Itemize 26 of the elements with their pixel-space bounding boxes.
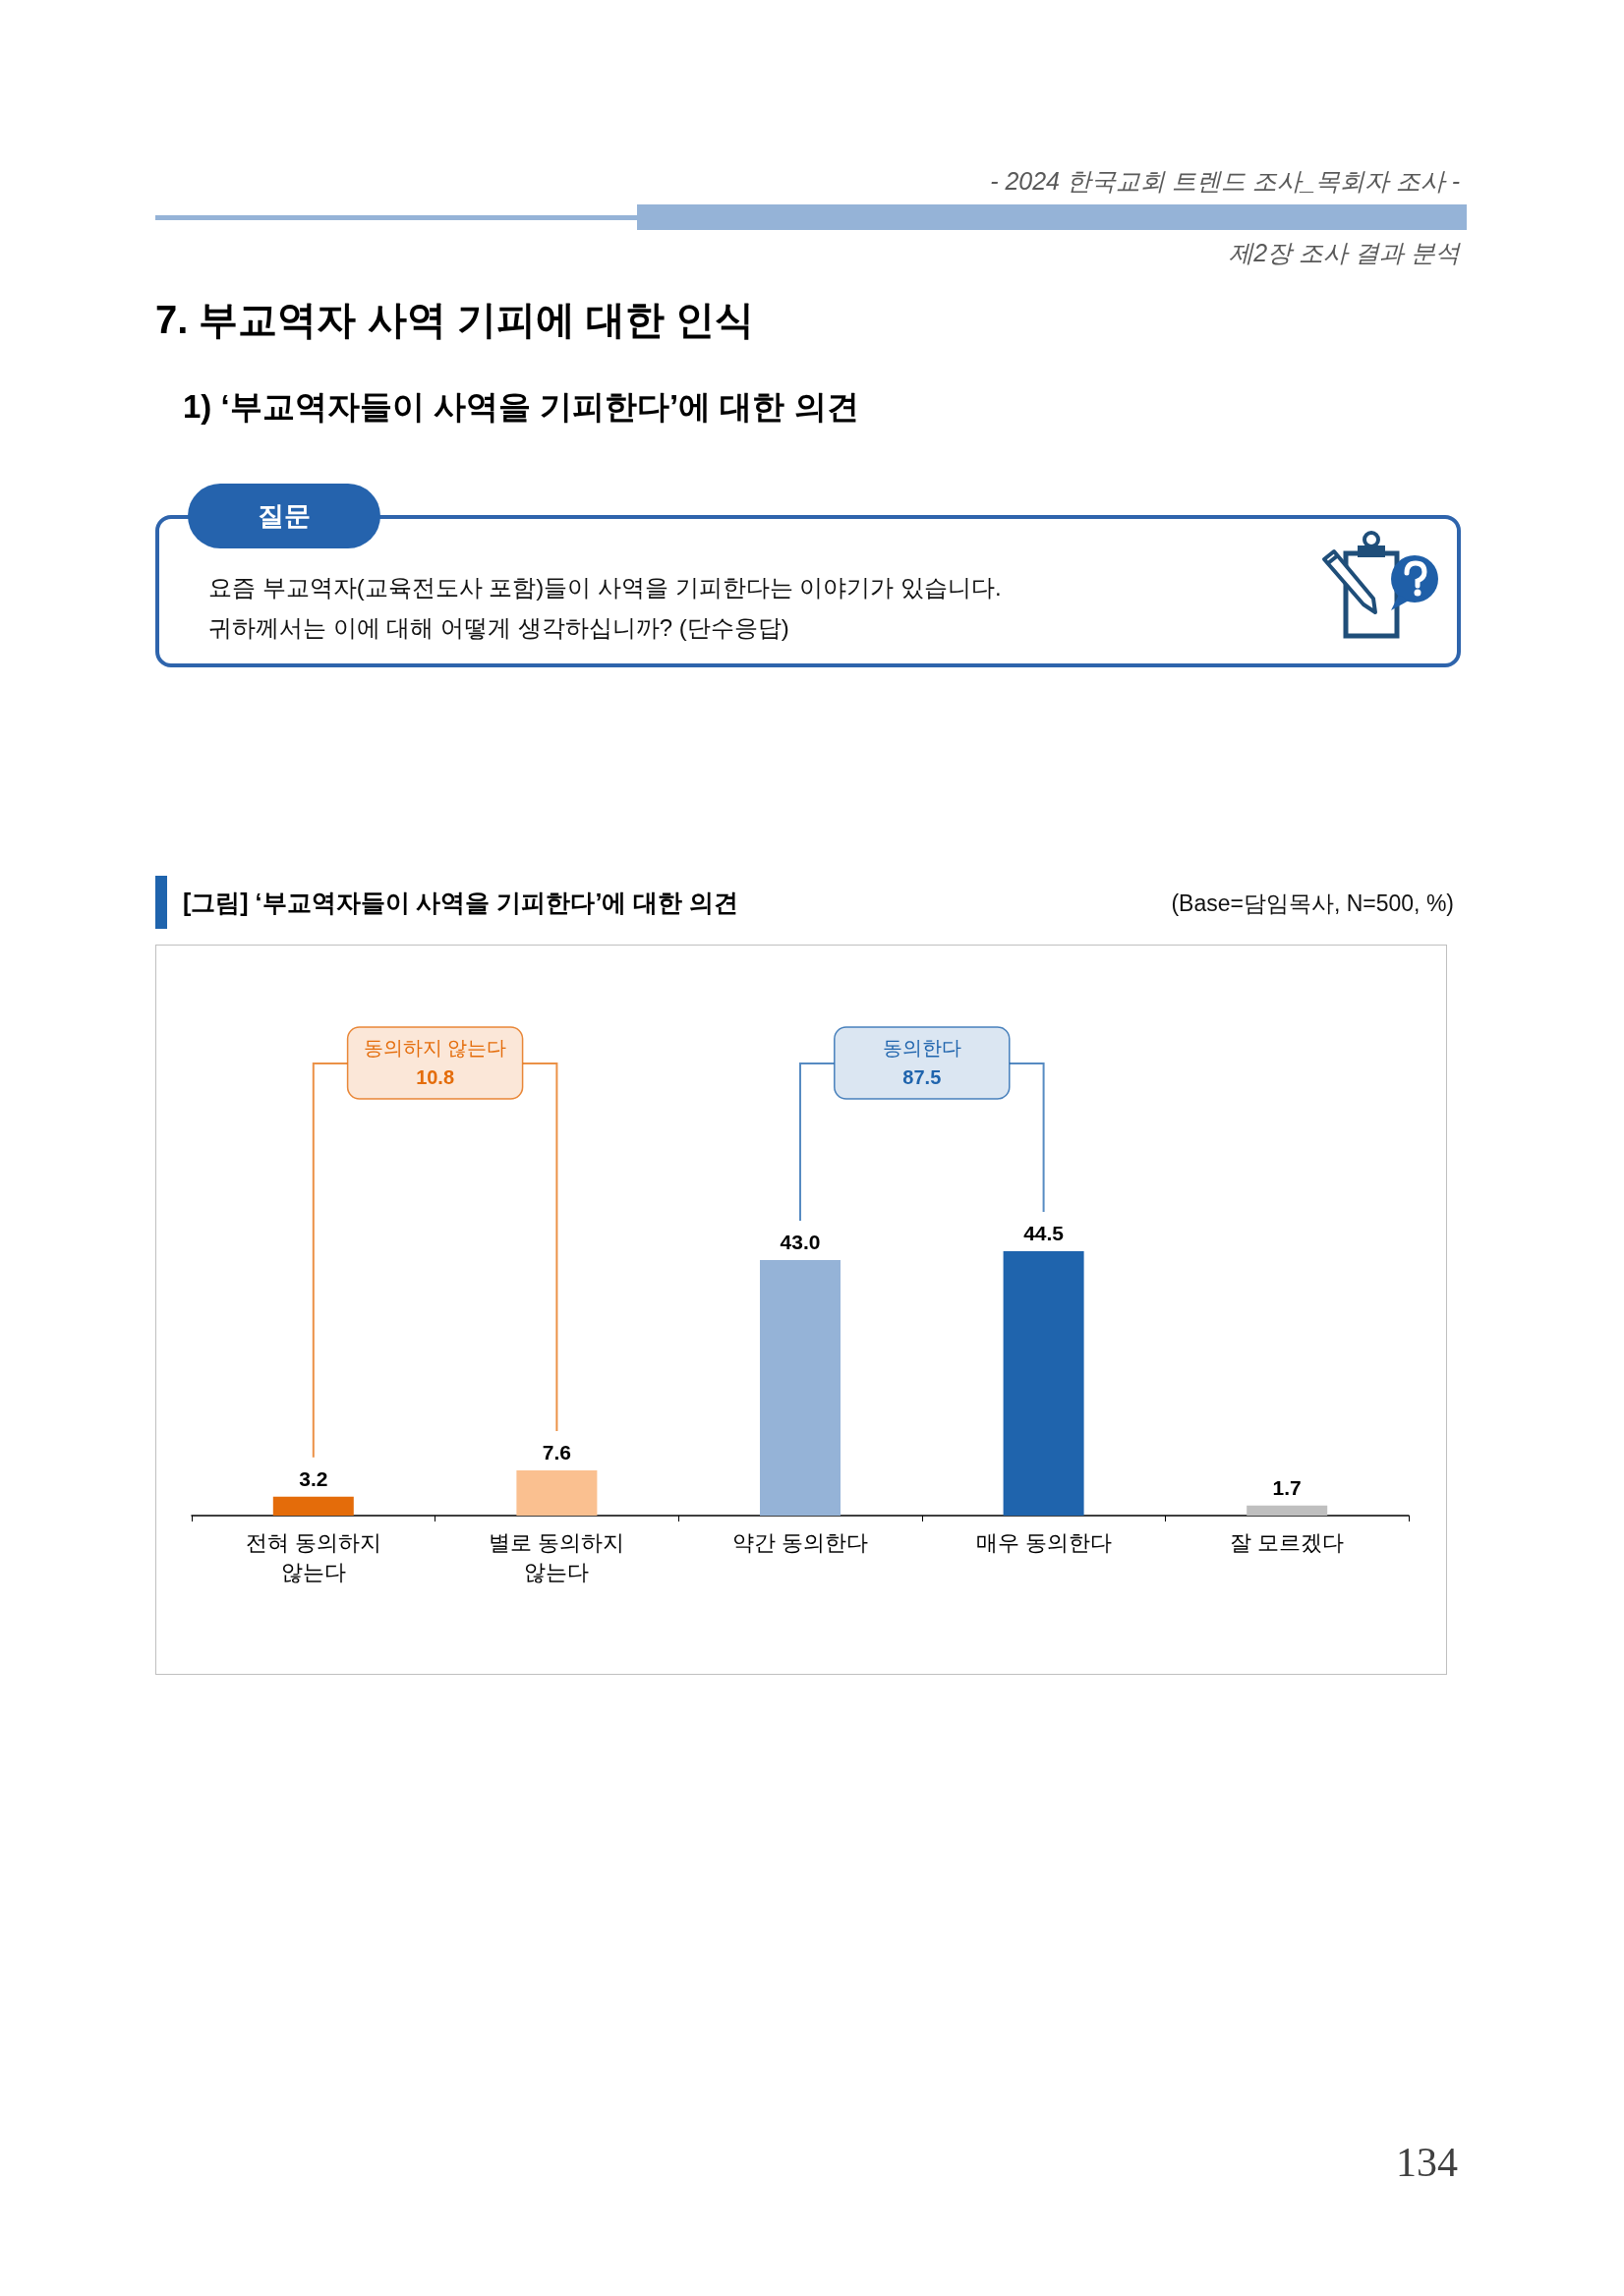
bar xyxy=(272,1496,354,1516)
text: 요즘 부교역자(교육전도사 포함)들이 사역을 기피한다는 이야기가 있습니다. xyxy=(208,573,1002,603)
text: 134 xyxy=(1396,2139,1458,2186)
bar xyxy=(1247,1505,1328,1516)
x-tick-label: 약간 동의한다 xyxy=(731,1529,869,1555)
data-label: 44.5 xyxy=(1023,1221,1065,1244)
x-tick-label: 별로 동의하지 않는다 xyxy=(489,1529,625,1584)
text: 7. 부교역자 사역 기피에 대한 인식 xyxy=(155,297,754,343)
x-tick-label: 매우 동의한다 xyxy=(975,1529,1112,1555)
x-tick-label: 전혀 동의하지 않는다 xyxy=(245,1529,381,1584)
text: 1) ‘부교역자들이 사역을 기피한다’에 대한 의견 xyxy=(183,387,859,427)
text: 동의한다 87.5 xyxy=(882,1037,961,1088)
bar xyxy=(1003,1250,1084,1516)
text: 동의하지 않는다 10.8 xyxy=(363,1037,507,1088)
chart-title: [그림] ‘부교역자들이 사역을 기피한다’에 대한 의견 xyxy=(183,888,739,918)
bar xyxy=(516,1470,598,1516)
text: 귀하께서는 이에 대해 어떻게 생각하십니까? (단수응답) xyxy=(208,613,789,643)
x-tick-label: 잘 모르겠다 xyxy=(1230,1529,1345,1555)
chart-subtitle: (Base=담임목사, N=500, %) xyxy=(1171,890,1454,918)
bar xyxy=(760,1259,841,1516)
data-label: 3.2 xyxy=(299,1466,328,1490)
data-label: 1.7 xyxy=(1272,1475,1302,1499)
text: 제2장 조사 결과 분석 xyxy=(1229,238,1460,268)
data-label: 43.0 xyxy=(780,1230,821,1253)
data-label: 7.6 xyxy=(542,1441,571,1464)
text: - 2024 한국교회 트렌드 조사_목회자 조사 - xyxy=(990,166,1460,197)
